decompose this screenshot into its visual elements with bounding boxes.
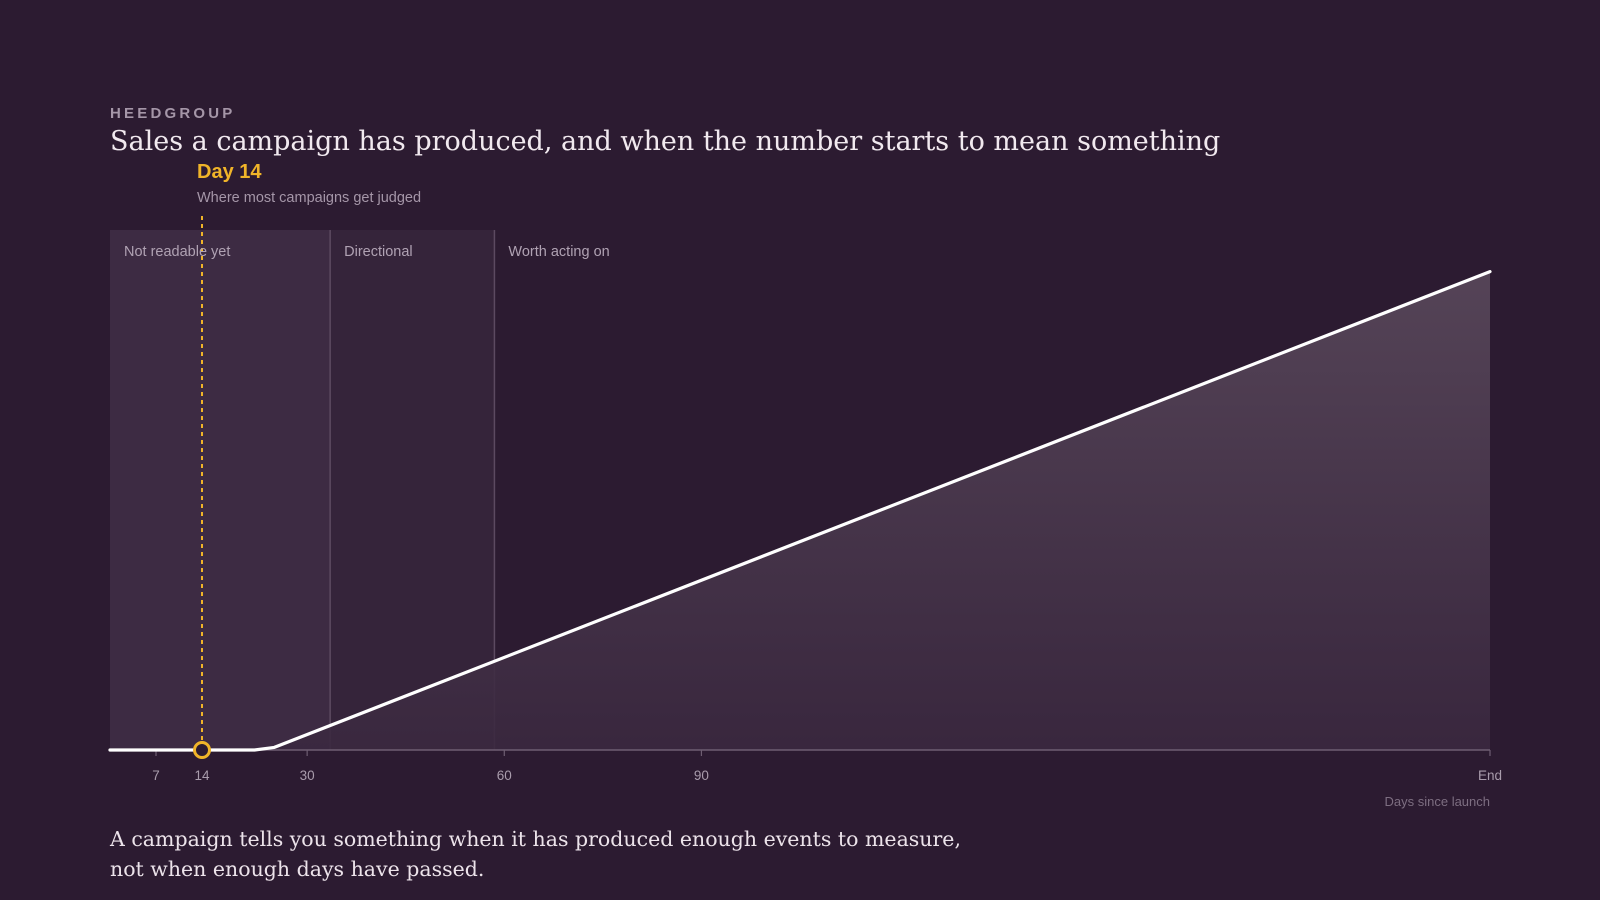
day-14-marker-point (193, 741, 211, 759)
caption-line-2: not when enough days have passed. (110, 857, 485, 881)
day-14-marker-sublabel: Where most campaigns get judged (197, 190, 421, 206)
x-tick-label-7: 7 (152, 768, 160, 783)
brand-label: HEEDGROUP (110, 105, 236, 122)
caption-line-1: A campaign tells you something when it h… (110, 827, 961, 851)
chart-title: Sales a campaign has produced, and when … (110, 126, 1221, 157)
day-14-marker-label: Day 14 (197, 161, 262, 183)
sales-area-fill (110, 271, 1490, 750)
zone-band-directional (330, 230, 495, 750)
zone-band-not-readable-yet (110, 230, 331, 750)
x-tick-label-end: End (1478, 768, 1502, 783)
x-axis-title: Days since launch (1385, 794, 1491, 809)
sales-line (108, 270, 1492, 752)
x-tick-label-90: 90 (694, 768, 709, 783)
chart-caption: A campaign tells you something when it h… (110, 824, 1110, 884)
x-tick-label-30: 30 (300, 768, 315, 783)
zone-label-not-readable-yet: Not readable yet (124, 244, 230, 260)
zone-label-directional: Directional (344, 244, 413, 260)
x-tick-label-60: 60 (497, 768, 512, 783)
zone-label-worth-acting-on: Worth acting on (508, 244, 609, 260)
x-tick-label-14: 14 (194, 768, 210, 783)
